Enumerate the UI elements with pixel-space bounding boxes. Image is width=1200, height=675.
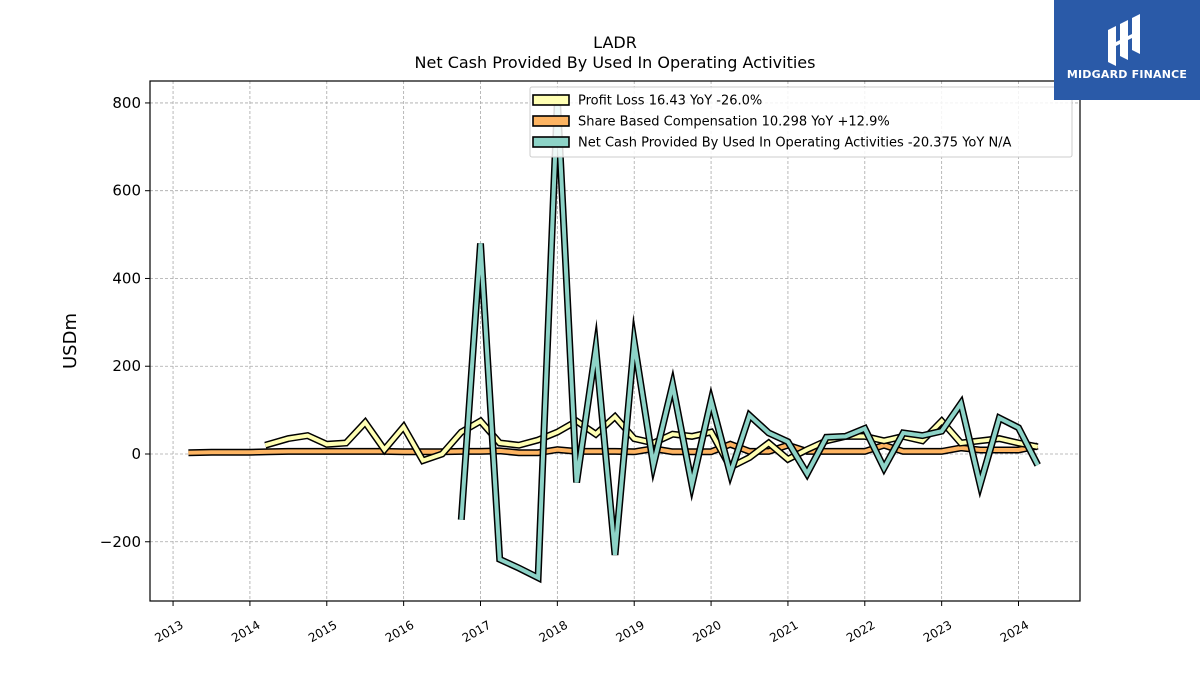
- x-axis: 2013 2014 2015 2016 2017 2018 2019 2020 2021 2022…: [152, 601, 1031, 645]
- y-tick-label: 200: [112, 357, 141, 375]
- x-tick-label: 2013: [152, 618, 185, 645]
- y-tick-label: 0: [131, 445, 141, 463]
- x-tick-label: 2017: [460, 618, 493, 645]
- y-axis-label: USDm: [60, 313, 81, 369]
- series-line-net-cash-provided-by-used-in-operating-activities: [459, 98, 1040, 581]
- legend-swatch: [532, 94, 570, 106]
- chart-title: LADR: [593, 33, 637, 52]
- chart-subtitle: Net Cash Provided By Used In Operating A…: [415, 53, 816, 72]
- legend-swatch: [532, 115, 570, 127]
- x-tick-label: 2016: [383, 618, 416, 645]
- legend: Profit Loss 16.43 YoY -26.0% Share Based …: [529, 86, 1073, 158]
- x-tick-label: 2023: [921, 618, 954, 645]
- logo-text: MIDGARD FINANCE: [1066, 68, 1188, 81]
- y-tick-label: 600: [112, 182, 141, 200]
- plot-frame: [149, 80, 1081, 602]
- series-lines: [188, 98, 1041, 584]
- legend-swatch: [532, 136, 570, 148]
- x-tick-label: 2019: [613, 618, 646, 645]
- y-tick-label: 400: [112, 269, 141, 287]
- x-tick-label: 2015: [306, 618, 339, 645]
- y-axis: −200 0 200 400 600 800: [100, 94, 150, 551]
- x-tick-label: 2020: [690, 618, 723, 645]
- legend-label: Share Based Compensation 10.298 YoY +12.…: [578, 115, 890, 130]
- x-tick-label: 2014: [229, 618, 262, 645]
- x-tick-label: 2022: [844, 618, 877, 645]
- x-tick-label: 2024: [998, 618, 1031, 645]
- legend-label: Net Cash Provided By Used In Operating A…: [578, 136, 1012, 151]
- x-tick-label: 2018: [537, 618, 570, 645]
- y-tick-label: 800: [112, 94, 141, 112]
- x-tick-label: 2021: [767, 618, 800, 645]
- midgard-finance-logo: MIDGARD FINANCE: [1054, 0, 1200, 100]
- logo-mark-icon: [1108, 14, 1140, 66]
- y-tick-label: −200: [100, 533, 141, 551]
- legend-label: Profit Loss 16.43 YoY -26.0%: [578, 94, 762, 109]
- legend-box: [529, 86, 1073, 158]
